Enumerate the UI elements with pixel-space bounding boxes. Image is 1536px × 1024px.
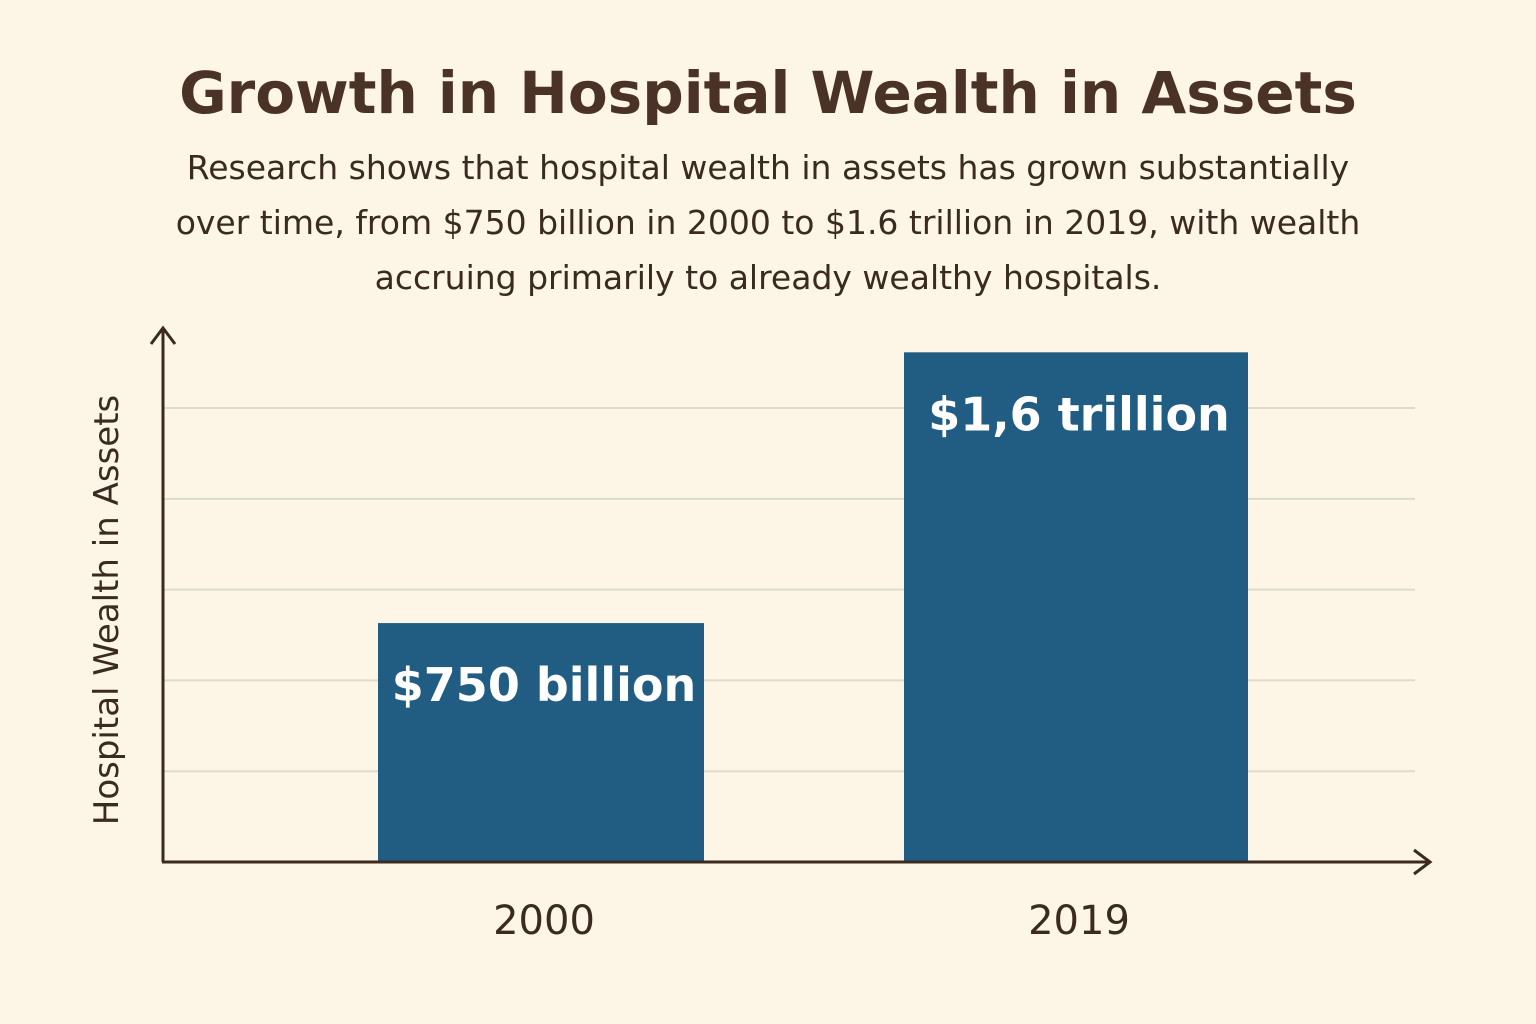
- bar-2000: [378, 623, 704, 862]
- x-axis-arrow: [1413, 848, 1433, 876]
- y-axis-title: Hospital Wealth in Assets: [87, 395, 127, 826]
- chart-title: Growth in Hospital Wealth in Assets: [179, 59, 1357, 127]
- subtitle-line-3: accruing primarily to already wealthy ho…: [374, 258, 1162, 297]
- axes: Hospital Wealth in Assets: [87, 325, 1433, 876]
- bar-2019: [904, 352, 1248, 862]
- labels: $750 billion 2000 $1,6 trillion 2019: [392, 387, 1230, 944]
- bar-value-label-2019: $1,6 trillion: [928, 387, 1230, 441]
- subtitle-line-1: Research shows that hospital wealth in a…: [186, 148, 1350, 187]
- y-axis-arrow: [149, 325, 177, 345]
- x-tick-label-2000: 2000: [493, 898, 595, 944]
- chart-subtitle: Research shows that hospital wealth in a…: [100, 140, 1436, 305]
- x-tick-label-2019: 2019: [1028, 898, 1130, 944]
- subtitle-line-2: over time, from $750 billion in 2000 to …: [175, 203, 1361, 242]
- bars: [378, 352, 1248, 862]
- bar-value-label-2000: $750 billion: [392, 658, 696, 712]
